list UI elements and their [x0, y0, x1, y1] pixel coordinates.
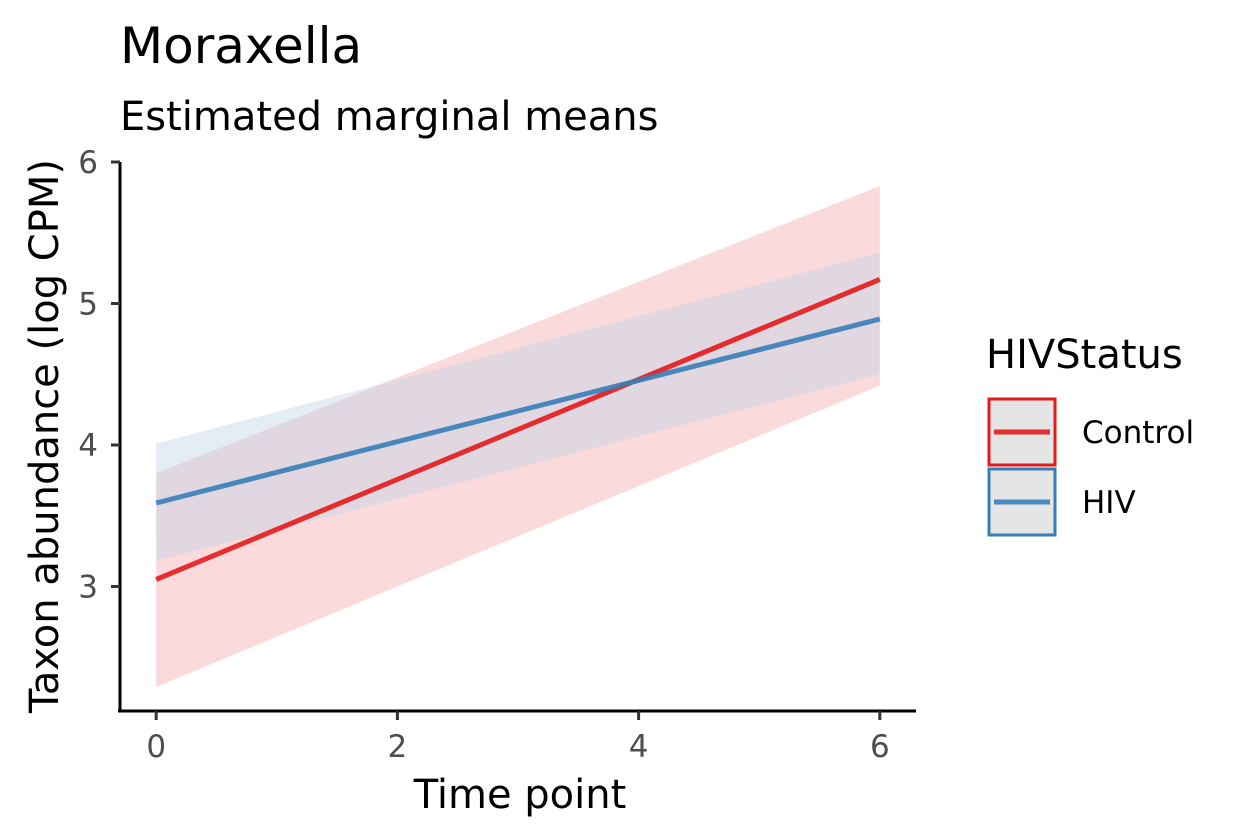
confidence-bands — [156, 186, 880, 687]
x-tick-label: 4 — [629, 729, 649, 765]
y-tick-label: 5 — [78, 286, 98, 322]
series-lines — [155, 277, 881, 582]
ci-band-control — [156, 186, 880, 687]
x-tick-label: 0 — [146, 729, 166, 765]
legend: HIVStatus Control HIV — [986, 332, 1194, 537]
plot-area — [155, 186, 881, 687]
y-ticks: 3 4 5 6 — [78, 145, 120, 605]
series-line-control — [155, 277, 881, 582]
ci-band-hiv — [156, 252, 880, 562]
legend-items: Control HIV — [987, 397, 1194, 537]
x-tick-label: 2 — [388, 729, 408, 765]
legend-label-control: Control — [1082, 415, 1194, 451]
y-tick-label: 4 — [78, 428, 98, 464]
axes: 3 4 5 6 0 2 4 6 — [78, 145, 916, 765]
legend-title: HIVStatus — [986, 332, 1183, 378]
x-ticks: 0 2 4 6 — [146, 711, 890, 765]
y-axis-label: Taxon abundance (log CPM) — [22, 159, 68, 714]
chart-title: Moraxella — [120, 17, 362, 75]
series-line-hiv — [155, 316, 881, 506]
legend-item-control: Control — [987, 397, 1194, 467]
legend-item-hiv: HIV — [987, 467, 1136, 537]
chart-subtitle: Estimated marginal means — [120, 94, 658, 140]
x-tick-label: 6 — [870, 729, 890, 765]
legend-label-hiv: HIV — [1082, 485, 1136, 521]
x-axis-label: Time point — [413, 772, 627, 818]
y-tick-label: 3 — [78, 569, 98, 605]
y-tick-label: 6 — [78, 145, 98, 181]
